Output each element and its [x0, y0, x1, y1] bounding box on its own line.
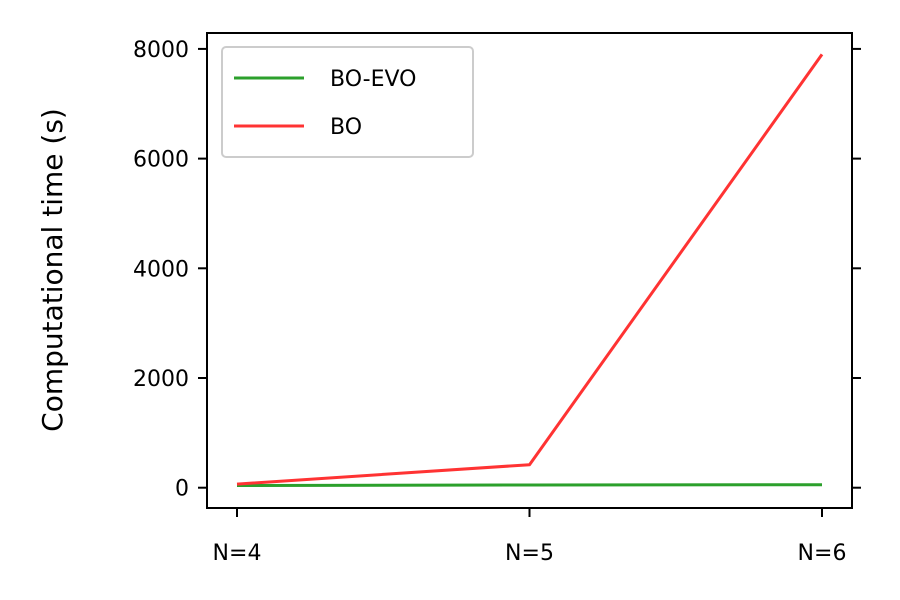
x-tick-label: N=6: [798, 541, 847, 566]
x-axis-ticks: N=4 N=5 N=6: [213, 508, 847, 566]
y-axis-ticks: 0 2000 4000 6000 8000: [133, 38, 861, 502]
y-tick-label: 0: [175, 477, 189, 502]
series-layer: [236, 53, 824, 487]
y-tick-label: 6000: [133, 148, 189, 173]
legend-box: [221, 46, 474, 158]
series-line-bo: [236, 53, 824, 486]
x-tick-label: N=4: [213, 541, 262, 566]
y-tick-label: 2000: [133, 367, 189, 392]
legend: BO-EVO BO: [221, 46, 474, 158]
y-tick-label: 8000: [133, 38, 189, 63]
y-tick-label: 4000: [133, 257, 189, 282]
legend-label-bo: BO: [330, 115, 362, 140]
y-axis-title: Computational time (s): [36, 108, 69, 432]
series-line-bo-evo: [236, 483, 823, 487]
x-tick-label: N=5: [505, 541, 554, 566]
legend-label-bo-evo: BO-EVO: [330, 67, 416, 92]
